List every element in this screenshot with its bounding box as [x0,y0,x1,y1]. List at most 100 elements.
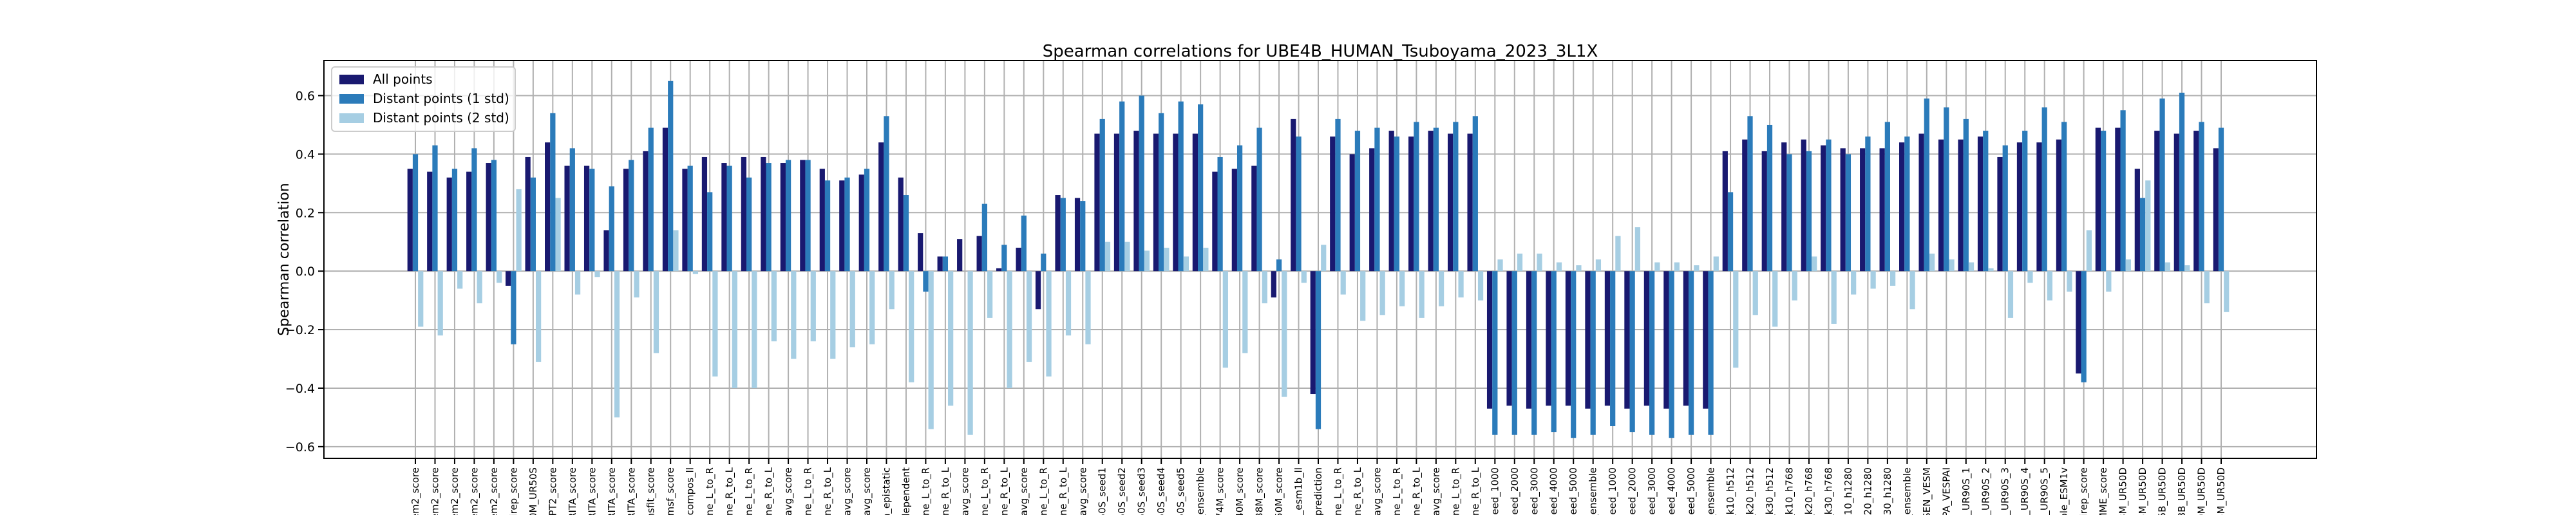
bar [2061,122,2067,272]
bar [1159,113,1164,272]
bar [2174,133,2179,272]
bar [1055,195,1061,272]
bar [1203,247,1209,272]
bar [569,148,575,272]
bar [849,271,855,348]
x-tick-label: one_L_to_R [1037,467,1050,515]
bar [1663,271,1669,409]
bar [511,271,516,344]
bar [466,171,472,272]
bar [1821,145,1826,272]
bar [1938,139,1944,272]
bar [957,239,963,272]
bar [1590,271,1596,435]
bar [1781,142,1787,272]
x-tick-label: jem2_score [429,467,441,515]
x-tick-label: _ensemble [1195,467,1207,515]
plot-frame [323,60,2317,459]
bar [1074,198,1081,272]
bar [2095,127,2101,272]
bar [1296,136,1302,272]
bar [1448,133,1454,272]
x-tick-label: one_L_to_R [920,467,932,515]
bar [2076,271,2081,374]
legend-swatch [339,113,364,123]
x-tick-label: jem2_score [410,467,422,515]
bar [1786,154,1792,272]
bar [1983,131,1989,272]
bar [967,271,973,435]
bar [1354,131,1361,272]
bar [451,169,458,272]
bar [800,160,806,272]
bar [477,271,482,304]
x-tick-label: n_epistatic [880,467,893,515]
bar [839,180,845,272]
bar [1001,245,1007,272]
bar [1889,271,1896,286]
x-tick-label: _avg_score [1371,467,1383,515]
y-tick-label: 0.6 [296,89,315,104]
bar [810,271,816,342]
bar [1330,136,1336,272]
bar [2120,110,2126,272]
bar [682,169,688,272]
bar [1438,271,1444,306]
bar [525,156,531,272]
x-tick-label: t_UR90S_2 [1980,467,1992,515]
bar [864,169,870,272]
x-tick-label: k30_h1280 [1882,467,1894,515]
bar [564,165,570,272]
bar [1271,271,1276,298]
x-tick-label: one_R_to_L [940,467,952,515]
bar [1766,124,1773,272]
x-tick-label: seed_4000 [1666,467,1678,515]
bar [1634,227,1640,272]
bar [976,236,982,272]
bar [1988,268,1994,272]
bar [1722,151,1728,272]
bar [506,271,511,286]
bar [614,271,620,418]
bar [766,163,772,272]
bar [2125,259,2131,272]
bar [1703,271,1709,409]
bar [609,186,614,272]
x-tick-label: _k20_h768 [1803,467,1815,515]
bar [1929,253,1935,272]
legend-swatch [339,94,364,104]
bar [741,156,747,272]
x-tick-label: 50S_seed3 [1136,467,1148,515]
bar [1276,259,1282,272]
bar [1924,98,1929,272]
bar [918,233,923,272]
bar [497,271,502,283]
x-tick-label: 5M_UR50D [2215,467,2228,515]
bar [1419,271,1425,318]
bar [1164,247,1170,272]
bar [1016,247,1021,272]
x-tick-label: 5B_UR50D [2157,467,2169,515]
bar [1315,271,1321,429]
x-tick-label: one_R_to_L [1410,467,1423,515]
x-tick-label: L_esm1b_ll [1293,467,1305,515]
bar [948,271,954,406]
x-tick-label: 38M_score [1254,467,1266,515]
y-axis-label: Spearman correlation [276,183,292,336]
bar [1065,271,1072,336]
bar [1727,192,1734,272]
bar [653,271,659,353]
bar [2139,198,2146,272]
bar [1840,148,1846,272]
x-tick-label: seed_4000 [1548,467,1560,515]
bar [516,189,522,272]
bar [1629,271,1635,433]
y-tick-label: −0.2 [285,323,315,337]
x-tick-label: jem2_score [488,467,500,515]
bar [1624,271,1630,409]
bar [1761,151,1767,272]
bar [898,177,904,272]
bar [2159,98,2165,272]
bar [2067,271,2072,292]
bar [1909,271,1915,310]
